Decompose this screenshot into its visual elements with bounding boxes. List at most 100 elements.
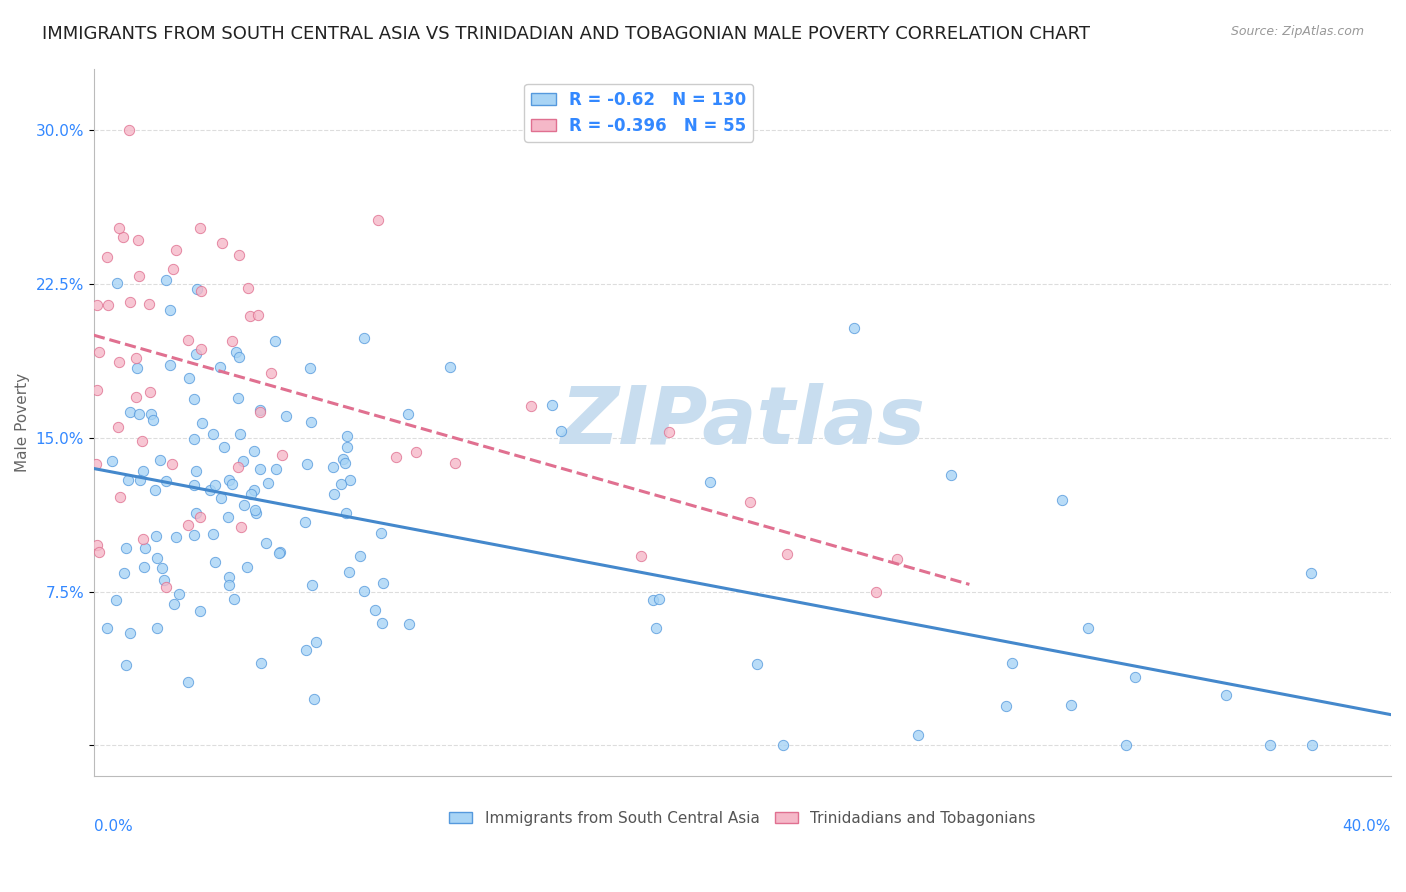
Point <box>1077 621 1099 635</box>
Point <box>226 391 249 405</box>
Point <box>776 548 799 562</box>
Point <box>105 593 128 607</box>
Point <box>630 549 652 563</box>
Point <box>264 334 287 348</box>
Point <box>118 626 141 640</box>
Point <box>229 519 252 533</box>
Point <box>332 452 354 467</box>
Point <box>167 587 190 601</box>
Point <box>145 551 167 566</box>
Point <box>190 284 212 298</box>
Legend: Immigrants from South Central Asia, Trinidadians and Tobagonians: Immigrants from South Central Asia, Trin… <box>443 805 1042 832</box>
Point <box>125 351 148 365</box>
Point <box>1115 739 1137 753</box>
Point <box>228 427 250 442</box>
Point <box>84 457 107 471</box>
Point <box>304 691 326 706</box>
Point <box>353 331 375 345</box>
Text: 40.0%: 40.0% <box>1343 819 1391 834</box>
Point <box>211 236 233 251</box>
Point <box>201 426 224 441</box>
Point <box>159 358 181 372</box>
Point <box>209 491 232 506</box>
Point <box>699 475 721 489</box>
Point <box>190 342 212 356</box>
Point <box>114 658 136 673</box>
Point <box>225 345 247 359</box>
Point <box>243 483 266 497</box>
Point <box>269 545 291 559</box>
Point <box>260 366 283 380</box>
Point <box>118 123 141 137</box>
Point <box>1001 656 1024 670</box>
Point <box>297 457 319 471</box>
Point <box>155 580 177 594</box>
Point <box>226 460 249 475</box>
Point <box>405 445 427 459</box>
Point <box>128 269 150 284</box>
Point <box>128 407 150 421</box>
Point <box>217 509 239 524</box>
Point <box>96 250 118 264</box>
Point <box>335 456 357 470</box>
Point <box>183 392 205 407</box>
Point <box>125 360 148 375</box>
Point <box>249 656 271 670</box>
Point <box>127 233 149 247</box>
Point <box>236 559 259 574</box>
Point <box>738 494 761 508</box>
Point <box>139 407 162 421</box>
Point <box>647 591 669 606</box>
Point <box>349 549 371 563</box>
Point <box>143 483 166 497</box>
Point <box>233 498 256 512</box>
Point <box>183 433 205 447</box>
Point <box>117 473 139 487</box>
Point <box>339 473 361 487</box>
Text: Source: ZipAtlas.com: Source: ZipAtlas.com <box>1230 25 1364 38</box>
Point <box>247 308 270 322</box>
Point <box>142 413 165 427</box>
Point <box>1060 698 1083 712</box>
Text: 0.0%: 0.0% <box>94 819 132 834</box>
Point <box>162 261 184 276</box>
Point <box>132 532 155 546</box>
Point <box>218 570 240 584</box>
Point <box>322 487 344 501</box>
Point <box>118 404 141 418</box>
Point <box>439 359 461 374</box>
Point <box>747 657 769 672</box>
Point <box>336 429 359 443</box>
Point <box>249 403 271 417</box>
Point <box>228 247 250 261</box>
Point <box>146 621 169 635</box>
Point <box>298 361 321 376</box>
Point <box>270 449 292 463</box>
Point <box>108 220 131 235</box>
Point <box>176 675 198 690</box>
Point <box>132 464 155 478</box>
Point <box>120 295 142 310</box>
Point <box>183 478 205 492</box>
Point <box>129 473 152 487</box>
Point <box>1301 566 1323 581</box>
Point <box>190 416 212 430</box>
Point <box>257 475 280 490</box>
Point <box>305 635 328 649</box>
Point <box>299 415 322 429</box>
Point <box>108 490 131 504</box>
Point <box>155 273 177 287</box>
Point <box>249 462 271 476</box>
Point <box>641 593 664 607</box>
Point <box>228 351 250 365</box>
Point <box>107 419 129 434</box>
Point <box>204 556 226 570</box>
Point <box>89 344 111 359</box>
Point <box>100 454 122 468</box>
Point <box>188 220 211 235</box>
Point <box>550 424 572 438</box>
Point <box>112 566 135 580</box>
Point <box>208 360 231 375</box>
Point <box>134 541 156 556</box>
Point <box>295 643 318 657</box>
